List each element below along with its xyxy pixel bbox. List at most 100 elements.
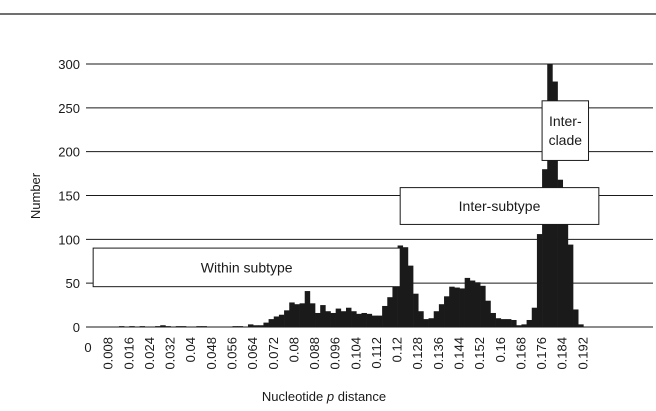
bar — [175, 326, 182, 327]
x-tick-label: 0.192 — [575, 337, 590, 370]
x-tick-label: 0.176 — [534, 337, 549, 370]
bar — [578, 324, 584, 327]
bar — [536, 234, 543, 327]
bar — [531, 307, 538, 327]
annotation-label: clade — [549, 132, 583, 148]
y-tick-label: 100 — [58, 232, 80, 247]
bar — [475, 282, 481, 327]
x-tick-label: 0.048 — [204, 337, 219, 370]
x-tick-label: 0 — [84, 340, 91, 355]
x-tick-label: 0.056 — [224, 337, 239, 370]
annotation-label: Inter-subtype — [459, 198, 541, 214]
bar — [490, 312, 496, 327]
bar — [315, 312, 321, 327]
bar — [521, 324, 527, 327]
x-tick-label: 0.096 — [328, 337, 343, 370]
bar — [464, 277, 471, 327]
bar — [413, 293, 419, 327]
bar — [567, 244, 574, 327]
y-axis-label: Number — [28, 172, 43, 219]
bar — [129, 326, 135, 327]
x-tick-label: 0.152 — [472, 337, 487, 370]
x-tick-label: 0.024 — [142, 337, 157, 370]
x-tick-label: 0.08 — [286, 337, 301, 362]
bar — [392, 286, 398, 327]
x-tick-label: 0.016 — [121, 337, 136, 370]
bar — [366, 313, 373, 327]
bar — [284, 310, 290, 327]
x-tick-label: 0.072 — [266, 337, 281, 370]
bar — [258, 325, 264, 327]
bar — [294, 304, 300, 327]
y-tick-label: 250 — [58, 101, 80, 116]
bar — [423, 319, 429, 327]
bar — [155, 326, 161, 327]
bar — [495, 318, 502, 327]
bar — [309, 303, 316, 327]
bar — [247, 324, 254, 327]
annotations: Within subtype Inter-subtype Inter-clade — [92, 100, 600, 288]
annotation-box — [92, 247, 401, 288]
x-tick-label: 0.12 — [390, 337, 405, 362]
bar — [444, 296, 450, 327]
bar — [325, 311, 331, 327]
x-tick-label: 0.032 — [163, 337, 178, 370]
y-tick-label: 50 — [66, 276, 80, 291]
x-tick-label: 0.144 — [452, 337, 467, 370]
x-tick-label: 0.136 — [431, 337, 446, 370]
x-tick-label: 0.16 — [493, 337, 508, 362]
bar — [237, 326, 244, 327]
annotation-box — [541, 100, 590, 161]
x-tick-label: 0.128 — [410, 337, 425, 370]
bar — [418, 311, 424, 327]
y-tick-label: 300 — [58, 57, 80, 72]
annotation-box — [399, 187, 600, 225]
bar — [376, 315, 383, 327]
bar — [387, 297, 393, 327]
bar — [459, 288, 465, 327]
x-tick-label: 0.104 — [348, 337, 363, 370]
bar — [268, 319, 275, 327]
annotation-label: Inter- — [549, 113, 582, 129]
bar — [433, 311, 440, 327]
bar — [516, 325, 522, 327]
bar — [320, 305, 326, 327]
bar — [438, 304, 445, 327]
x-tick-labels: 0 0.008 0.016 0.024 0.032 0.04 0.048 0.056 0.064… — [84, 337, 590, 370]
x-tick-label: 0.112 — [369, 337, 384, 369]
bar — [371, 315, 378, 327]
y-tick-labels: 0 50 100 150 200 250 300 — [58, 57, 80, 335]
bar — [428, 318, 435, 327]
x-axis-label-prefix: Nucleotide — [262, 389, 327, 404]
bar — [340, 311, 347, 327]
bar — [542, 169, 548, 327]
bar — [449, 286, 455, 327]
x-tick-label: 0.04 — [183, 337, 198, 362]
bar — [253, 325, 259, 327]
bar — [196, 326, 202, 327]
bar — [160, 325, 166, 327]
bar — [511, 319, 517, 327]
bar — [289, 302, 295, 327]
bar — [469, 280, 476, 327]
x-tick-label: 0.064 — [245, 337, 260, 370]
bar — [480, 285, 486, 327]
bar — [335, 308, 342, 327]
bar — [526, 319, 533, 327]
bar — [500, 319, 507, 327]
bar — [304, 291, 311, 327]
bar — [382, 305, 388, 327]
bar — [330, 312, 336, 327]
bar — [201, 326, 207, 327]
bar — [232, 326, 238, 327]
bar — [263, 322, 269, 327]
bar — [557, 179, 564, 327]
y-tick-label: 200 — [58, 145, 80, 160]
bar — [118, 326, 125, 327]
bar — [299, 303, 306, 327]
bar — [139, 326, 146, 327]
bar — [356, 313, 362, 327]
x-tick-label: 0.168 — [513, 337, 528, 370]
bar — [562, 204, 569, 327]
